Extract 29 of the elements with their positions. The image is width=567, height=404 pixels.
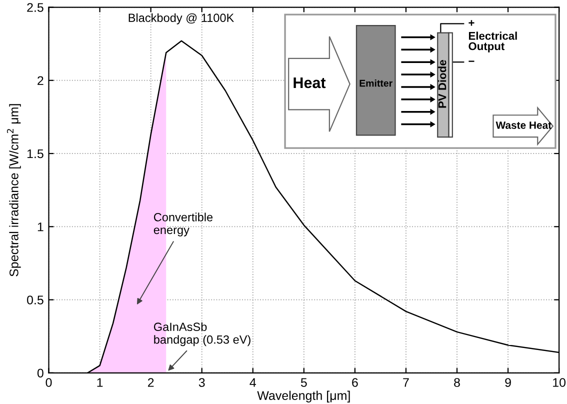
y-axis-title: Spectral irradiance [W/cm$^{2}$ μm] <box>6 104 21 276</box>
y-tick-label: 1.5 <box>27 149 44 158</box>
x-tick-label: 0 <box>46 378 52 387</box>
x-tick-label: 8 <box>454 378 460 387</box>
x-tick-label: 5 <box>300 378 307 387</box>
annotation: Convertible energy <box>154 212 213 236</box>
annotation: − <box>468 60 474 62</box>
x-tick-label: 6 <box>352 378 358 387</box>
x-tick-label: 1 <box>97 378 103 387</box>
x-axis-title: Wavelength [μm] <box>257 390 350 402</box>
x-tick-label: 3 <box>198 378 205 387</box>
x-tick-label: 7 <box>403 378 409 387</box>
annotation: + <box>468 20 474 26</box>
annotation: Waste Heat <box>496 122 552 129</box>
annotation: Heat <box>294 77 326 88</box>
annotation: PV Diode <box>438 60 446 108</box>
annotation: GaInAsSb bandgap (0.53 eV) <box>154 322 250 346</box>
y-tick-label: 0.5 <box>27 296 44 304</box>
x-tick-label: 2 <box>148 378 154 387</box>
x-tick-label: 9 <box>505 378 511 387</box>
x-tick-label: 4 <box>250 378 256 387</box>
annotation: Electrical Output <box>468 32 517 52</box>
annotation: Emitter <box>360 80 392 87</box>
y-tick-label: 2.5 <box>27 3 44 12</box>
y-tick-label: 1 <box>38 222 44 232</box>
y-tick-label: 0 <box>37 368 44 378</box>
annotation: Blackbody @ 1100K <box>128 13 234 24</box>
x-tick-label: 10 <box>553 378 566 387</box>
y-tick-label: 2 <box>38 76 44 85</box>
